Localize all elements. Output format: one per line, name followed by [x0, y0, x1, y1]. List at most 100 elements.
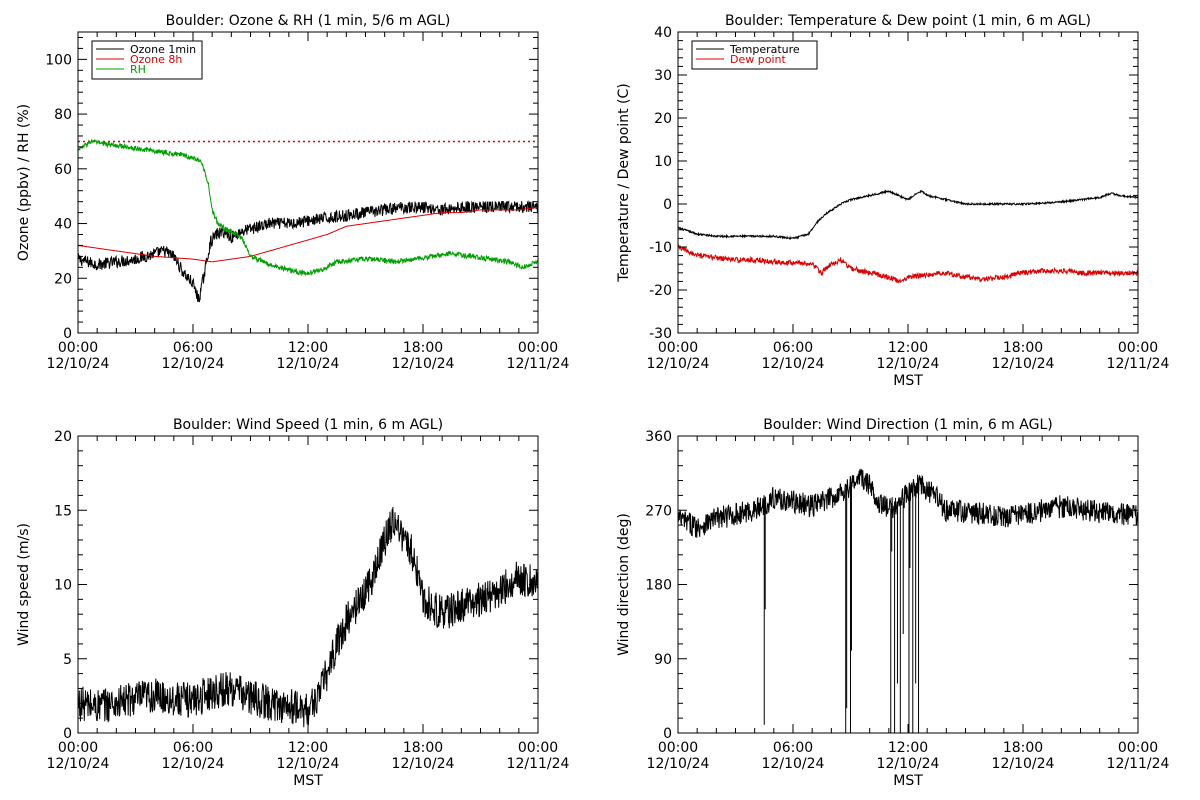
- y-tick-label: 0: [663, 726, 672, 742]
- y-tick-label: 360: [645, 429, 672, 445]
- x-tick-label-date: 12/10/24: [277, 356, 340, 372]
- series-line-temperature: [678, 189, 1138, 240]
- x-tick-label-time: 00:00: [58, 740, 98, 756]
- x-tick-label-date: 12/10/24: [392, 356, 455, 372]
- x-tick-label-date: 12/10/24: [392, 756, 455, 772]
- panel-temp_dew: Boulder: Temperature & Dew point (1 min,…: [616, 13, 1170, 389]
- x-tick-label-date: 12/10/24: [877, 356, 940, 372]
- x-tick-label-date: 12/11/24: [1107, 756, 1170, 772]
- x-axis-label: MST: [893, 773, 923, 789]
- y-tick-label: 0: [63, 726, 72, 742]
- x-tick-label-date: 12/10/24: [277, 756, 340, 772]
- y-tick-label: 20: [54, 429, 72, 445]
- series-line-data: [78, 506, 538, 728]
- x-tick-label-date: 12/10/24: [992, 756, 1055, 772]
- y-axis-label: Wind direction (deg): [616, 513, 632, 656]
- panel-wind_speed: Boulder: Wind Speed (1 min, 6 m AGL) 0 5 10…: [16, 417, 570, 789]
- plot-area: [678, 189, 1138, 284]
- x-tick-label-date: 12/10/24: [762, 356, 825, 372]
- plot-frame: [677, 31, 1139, 334]
- panel-wind_dir: Boulder: Wind Direction (1 min, 6 m AGL)…: [616, 417, 1170, 789]
- x-axis-label: MST: [293, 773, 323, 789]
- y-tick-label: 80: [54, 107, 72, 123]
- series-line-ozone-1min: [78, 200, 538, 303]
- x-tick-label-time: 12:00: [888, 740, 928, 756]
- y-tick-label: 30: [654, 68, 672, 84]
- x-tick-label-date: 12/10/24: [162, 356, 225, 372]
- x-tick-label-time: 00:00: [518, 740, 558, 756]
- y-tick-label: 100: [45, 52, 72, 68]
- x-tick-label-time: 18:00: [1003, 740, 1043, 756]
- series-line-rh: [78, 138, 538, 277]
- x-tick-label-date: 12/10/24: [762, 756, 825, 772]
- y-axis-label: Ozone (ppbv) / RH (%): [16, 104, 32, 261]
- y-tick-label: 0: [63, 326, 72, 342]
- plot-area: [78, 506, 538, 728]
- series-line-dew-point: [678, 243, 1138, 284]
- x-tick-label-time: 12:00: [288, 740, 328, 756]
- y-tick-label: 20: [654, 111, 672, 127]
- y-tick-label: 5: [63, 652, 72, 668]
- x-tick-label-time: 00:00: [658, 740, 698, 756]
- x-tick-label-time: 00:00: [658, 340, 698, 356]
- y-tick-label: -20: [649, 283, 672, 299]
- legend-label: RH: [130, 63, 146, 76]
- x-tick-label-time: 12:00: [288, 340, 328, 356]
- y-tick-label: 0: [663, 197, 672, 213]
- y-tick-label: 40: [54, 217, 72, 233]
- x-tick-label-time: 00:00: [518, 340, 558, 356]
- y-tick-label: -10: [649, 240, 672, 256]
- x-tick-label-date: 12/10/24: [647, 756, 710, 772]
- panel-ozone_rh: Boulder: Ozone & RH (1 min, 5/6 m AGL) 0 2…: [16, 13, 570, 372]
- x-tick-label-time: 06:00: [173, 340, 213, 356]
- x-tick-label-time: 00:00: [58, 340, 98, 356]
- y-tick-label: 180: [645, 578, 672, 594]
- chart-title: Boulder: Wind Direction (1 min, 6 m AGL): [763, 417, 1052, 433]
- chart-title: Boulder: Wind Speed (1 min, 6 m AGL): [173, 417, 443, 433]
- x-tick-label-time: 18:00: [403, 340, 443, 356]
- y-tick-label: 20: [54, 271, 72, 287]
- legend-label: Ozone 8h: [130, 53, 182, 66]
- plot-area: [678, 467, 1138, 733]
- x-axis-label: MST: [893, 373, 923, 389]
- x-tick-label-date: 12/11/24: [507, 756, 570, 772]
- x-tick-label-time: 06:00: [173, 740, 213, 756]
- x-tick-label-time: 06:00: [773, 740, 813, 756]
- y-axis-label: Temperature / Dew point (C): [616, 83, 632, 282]
- y-axis-label: Wind speed (m/s): [16, 523, 32, 646]
- y-tick-label: 10: [654, 154, 672, 170]
- series-line-data: [678, 467, 1138, 538]
- x-tick-label-date: 12/10/24: [647, 356, 710, 372]
- plot-area: [78, 138, 538, 303]
- x-tick-label-date: 12/10/24: [47, 756, 110, 772]
- y-tick-label: -30: [649, 326, 672, 342]
- legend-label: Dew point: [730, 53, 786, 66]
- y-tick-label: 60: [54, 162, 72, 178]
- x-tick-label-time: 00:00: [1118, 340, 1158, 356]
- x-tick-label-time: 18:00: [1003, 340, 1043, 356]
- y-tick-label: 15: [54, 503, 72, 519]
- legend-box: [91, 40, 203, 80]
- x-tick-label-time: 12:00: [888, 340, 928, 356]
- x-tick-label-date: 12/10/24: [162, 756, 225, 772]
- x-tick-label-time: 06:00: [773, 340, 813, 356]
- y-tick-label: 40: [654, 25, 672, 41]
- y-tick-label: 270: [645, 503, 672, 519]
- legend-label: Temperature: [729, 43, 800, 56]
- legend-label: Ozone 1min: [130, 43, 196, 56]
- legend-box: [691, 40, 818, 70]
- x-tick-label-date: 12/10/24: [992, 356, 1055, 372]
- x-tick-label-date: 12/10/24: [877, 756, 940, 772]
- x-tick-label-time: 00:00: [1118, 740, 1158, 756]
- x-tick-label-date: 12/11/24: [1107, 356, 1170, 372]
- plot-frame: [677, 435, 1139, 734]
- y-tick-label: 90: [654, 652, 672, 668]
- chart-title: Boulder: Ozone & RH (1 min, 5/6 m AGL): [166, 13, 451, 29]
- y-tick-label: 10: [54, 578, 72, 594]
- x-tick-label-date: 12/11/24: [507, 356, 570, 372]
- x-tick-label-time: 18:00: [403, 740, 443, 756]
- series-line-ozone-8h: [78, 206, 538, 263]
- x-tick-label-date: 12/10/24: [47, 356, 110, 372]
- chart-title: Boulder: Temperature & Dew point (1 min,…: [725, 13, 1091, 29]
